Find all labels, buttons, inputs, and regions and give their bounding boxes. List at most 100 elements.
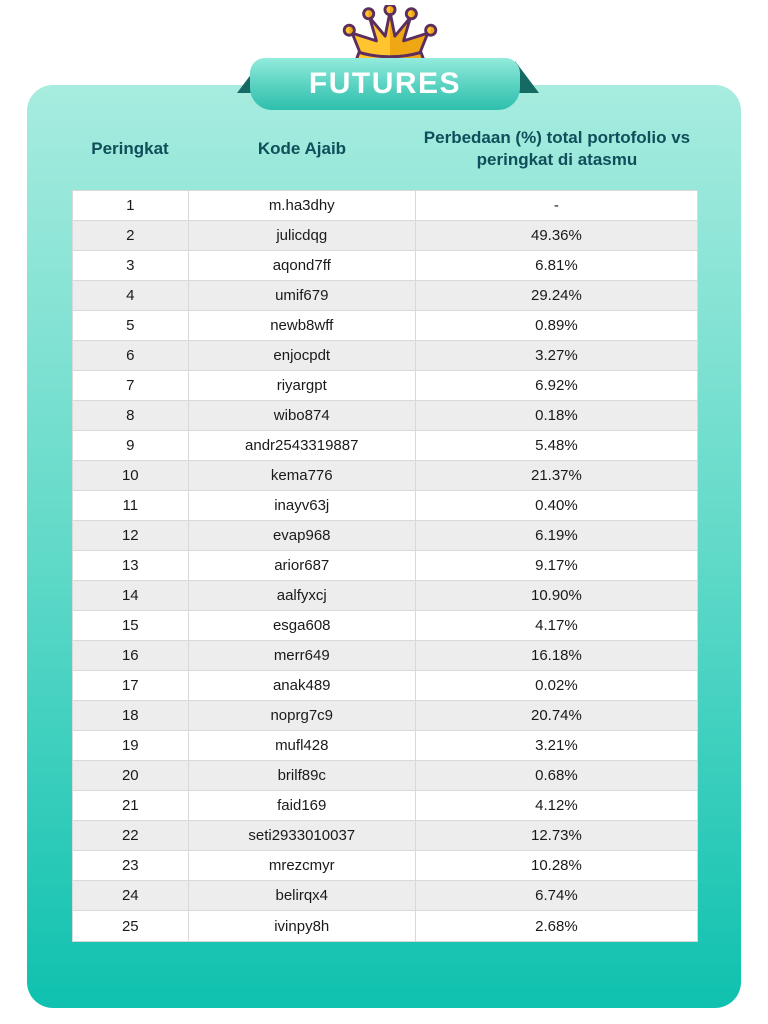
table-row: 21 faid169 4.12% — [73, 791, 697, 821]
diff-cell: 6.81% — [535, 257, 578, 274]
rank-cell: 12 — [73, 521, 189, 550]
diff-cell: 3.21% — [535, 737, 578, 754]
rank-cell: 22 — [73, 821, 189, 850]
code-cell: wibo874 — [189, 401, 416, 430]
diff-cell: 2.68% — [535, 917, 578, 935]
leaderboard-table: 1 m.ha3dhy - 2 julicdqg 49.36% 3 aqond7ff 6.81% 4… — [72, 190, 698, 942]
table-row: 13 arior687 9.17% — [73, 551, 697, 581]
rank-cell: 18 — [73, 701, 189, 730]
table-row: 1 m.ha3dhy - — [73, 191, 697, 221]
code-cell: aalfyxcj — [189, 581, 416, 610]
header-perbedaan: Perbedaan (%) total portofolio vs pering… — [423, 127, 691, 169]
rank-cell: 16 — [73, 641, 189, 670]
rank-cell: 5 — [73, 311, 189, 340]
table-row: 25 ivinpy8h 2.68% — [73, 911, 697, 941]
code-cell: aqond7ff — [189, 251, 416, 280]
diff-cell: - — [553, 197, 559, 214]
rank-cell: 17 — [73, 671, 189, 700]
diff-cell: 49.36% — [530, 227, 582, 244]
table-row: 6 enjocpdt 3.27% — [73, 341, 697, 371]
rank-cell: 20 — [73, 761, 189, 790]
code-cell: kema776 — [189, 461, 416, 490]
diff-cell: 4.17% — [535, 617, 578, 634]
diff-cell: 9.17% — [535, 557, 578, 574]
diff-cell: 20.74% — [530, 707, 582, 724]
rank-cell: 13 — [73, 551, 189, 580]
diff-cell: 4.12% — [535, 797, 578, 814]
rank-cell: 3 — [73, 251, 189, 280]
code-cell: evap968 — [189, 521, 416, 550]
diff-cell: 29.24% — [530, 287, 582, 304]
code-cell: andr2543319887 — [189, 431, 416, 460]
table-row: 23 mrezcmyr 10.28% — [73, 851, 697, 881]
table-row: 22 seti2933010037 12.73% — [73, 821, 697, 851]
table-row: 12 evap968 6.19% — [73, 521, 697, 551]
diff-cell: 6.92% — [535, 377, 578, 394]
rank-cell: 19 — [73, 731, 189, 760]
code-cell: seti2933010037 — [189, 821, 416, 850]
code-cell: arior687 — [189, 551, 416, 580]
rank-cell: 24 — [73, 881, 189, 910]
code-cell: m.ha3dhy — [189, 191, 416, 220]
diff-cell: 0.40% — [535, 497, 578, 514]
code-cell: umif679 — [189, 281, 416, 310]
rank-cell: 21 — [73, 791, 189, 820]
table-row: 4 umif679 29.24% — [73, 281, 697, 311]
table-row: 24 belirqx4 6.74% — [73, 881, 697, 911]
table-row: 11 inayv63j 0.40% — [73, 491, 697, 521]
diff-cell: 6.19% — [535, 527, 578, 544]
diff-cell: 0.02% — [535, 677, 578, 694]
futures-banner: FUTURES — [250, 58, 520, 110]
table-row: 16 merr649 16.18% — [73, 641, 697, 671]
diff-cell: 16.18% — [530, 647, 582, 664]
code-cell: anak489 — [189, 671, 416, 700]
code-cell: belirqx4 — [189, 881, 416, 910]
rank-cell: 10 — [73, 461, 189, 490]
code-cell: noprg7c9 — [189, 701, 416, 730]
code-cell: mufl428 — [189, 731, 416, 760]
diff-cell: 10.90% — [530, 587, 582, 604]
code-cell: inayv63j — [189, 491, 416, 520]
code-cell: newb8wff — [189, 311, 416, 340]
rank-cell: 25 — [73, 911, 189, 941]
diff-cell: 12.73% — [530, 827, 582, 844]
code-cell: mrezcmyr — [189, 851, 416, 880]
table-row: 3 aqond7ff 6.81% — [73, 251, 697, 281]
banner-title: FUTURES — [308, 67, 462, 100]
table-row: 18 noprg7c9 20.74% — [73, 701, 697, 731]
diff-cell: 6.74% — [535, 887, 578, 904]
table-row: 8 wibo874 0.18% — [73, 401, 697, 431]
table-row: 5 newb8wff 0.89% — [73, 311, 697, 341]
rank-cell: 23 — [73, 851, 189, 880]
code-cell: faid169 — [189, 791, 416, 820]
diff-cell: 0.18% — [535, 407, 578, 424]
table-row: 17 anak489 0.02% — [73, 671, 697, 701]
table-row: 15 esga608 4.17% — [73, 611, 697, 641]
code-cell: ivinpy8h — [189, 911, 416, 941]
diff-cell: 5.48% — [535, 437, 578, 454]
header-kode-ajaib: Kode Ajaib — [257, 138, 347, 158]
code-cell: merr649 — [189, 641, 416, 670]
diff-cell: 3.27% — [535, 347, 578, 364]
rank-cell: 1 — [73, 191, 189, 220]
table-row: 14 aalfyxcj 10.90% — [73, 581, 697, 611]
diff-cell: 0.89% — [535, 317, 578, 334]
rank-cell: 7 — [73, 371, 189, 400]
code-cell: enjocpdt — [189, 341, 416, 370]
rank-cell: 9 — [73, 431, 189, 460]
code-cell: riyargpt — [189, 371, 416, 400]
table-row: 20 brilf89c 0.68% — [73, 761, 697, 791]
rank-cell: 8 — [73, 401, 189, 430]
table-header-row: Peringkat Kode Ajaib Perbedaan (%) total… — [72, 118, 698, 180]
code-cell: brilf89c — [189, 761, 416, 790]
rank-cell: 6 — [73, 341, 189, 370]
code-cell: esga608 — [189, 611, 416, 640]
diff-cell: 0.68% — [535, 767, 578, 784]
rank-cell: 4 — [73, 281, 189, 310]
code-cell: julicdqg — [189, 221, 416, 250]
header-peringkat: Peringkat — [91, 138, 169, 158]
rank-cell: 15 — [73, 611, 189, 640]
rank-cell: 11 — [73, 491, 189, 520]
table-row: 2 julicdqg 49.36% — [73, 221, 697, 251]
table-row: 19 mufl428 3.21% — [73, 731, 697, 761]
